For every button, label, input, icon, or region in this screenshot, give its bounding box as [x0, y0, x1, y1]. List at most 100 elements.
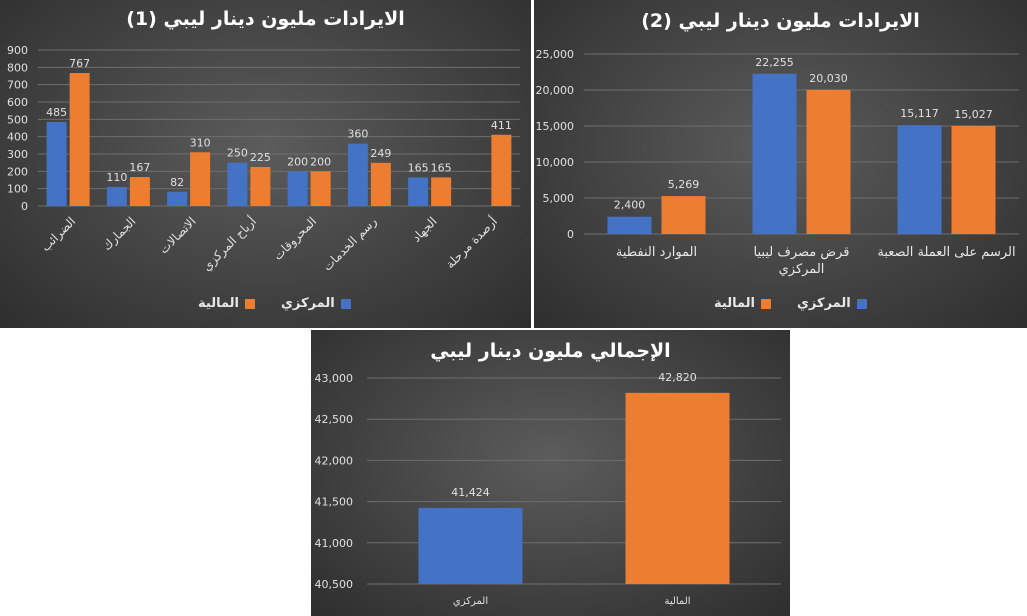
data-label: 110 — [106, 171, 127, 184]
bar-finance — [250, 167, 271, 206]
bar-finance — [661, 196, 706, 234]
data-label: 82 — [170, 176, 184, 189]
x-tick-label: الموارد النفطية — [616, 245, 697, 260]
bar-central — [46, 121, 67, 206]
y-tick-label: 42,000 — [315, 454, 354, 467]
x-tick-label: المحروقات — [271, 214, 320, 263]
data-label: 167 — [129, 161, 150, 174]
bar-central — [897, 125, 942, 234]
bar-central — [347, 143, 368, 206]
y-tick-label: 43,000 — [315, 372, 354, 385]
y-tick-label: 10,000 — [536, 156, 575, 169]
x-tick-label: المالية — [664, 596, 690, 607]
legend-swatch-finance — [245, 298, 256, 309]
y-tick-label: 800 — [7, 61, 28, 74]
legend-label-central: المركزي — [797, 296, 851, 311]
y-tick-label: 41,500 — [315, 496, 354, 509]
chart-1-title: الايرادات مليون دينار ليبي (1) — [126, 8, 405, 30]
y-tick-label: 20,000 — [536, 84, 575, 97]
chart-2-legend: المركزي المالية — [714, 296, 867, 311]
bar-central — [418, 507, 523, 584]
x-tick-label: الجهاد — [409, 214, 440, 245]
data-label: 249 — [370, 147, 391, 160]
bar-central — [227, 162, 248, 206]
revenue-chart-1-panel: الايرادات مليون دينار ليبي (1) 0 100 200 30… — [0, 0, 531, 328]
data-label: 250 — [227, 147, 248, 160]
data-label: 165 — [408, 161, 429, 174]
chart-2-svg: 0 5,000 10,000 15,000 20,000 25,000 2,400 5,269… — [536, 48, 1019, 277]
data-label: 225 — [250, 151, 271, 164]
bar-central — [167, 191, 188, 206]
data-label: 310 — [190, 136, 211, 149]
bar-finance — [310, 171, 331, 206]
bar-central — [287, 171, 308, 206]
data-label: 5,269 — [668, 178, 700, 191]
bar-finance — [951, 125, 996, 234]
bar-finance — [625, 392, 730, 584]
y-tick-label: 100 — [7, 183, 28, 196]
x-tick-label: الاتصالات — [157, 214, 199, 256]
y-tick-label: 41,000 — [315, 537, 354, 550]
y-tick-label: 15,000 — [536, 120, 575, 133]
y-tick-label: 0 — [21, 200, 28, 213]
legend-label-central: المركزي — [281, 296, 335, 311]
x-tick-label: الضرائب — [38, 214, 79, 255]
chart-3-title: الإجمالي مليون دينار ليبي — [430, 340, 671, 362]
chart-3-svg: 40,500 41,000 41,500 42,000 42,500 43,000 41,4… — [315, 371, 781, 607]
x-tick-label: المركزي — [453, 596, 488, 607]
legend-swatch-central — [856, 298, 867, 309]
data-label: 485 — [46, 106, 67, 119]
bar-finance — [190, 152, 211, 206]
data-label: 2,400 — [614, 199, 646, 212]
data-label: 41,424 — [451, 486, 490, 499]
bar-central — [408, 177, 429, 206]
total-chart-panel: الإجمالي مليون دينار ليبي 40,500 41,000 41… — [311, 330, 790, 616]
data-label: 411 — [491, 119, 512, 132]
data-label: 200 — [310, 155, 331, 168]
bar-finance — [491, 134, 512, 206]
data-label: 15,117 — [900, 107, 939, 120]
y-tick-label: 42,500 — [315, 413, 354, 426]
data-label: 42,820 — [658, 371, 697, 384]
x-tick-label: أرباح المركزي — [199, 214, 260, 275]
y-tick-label: 600 — [7, 96, 28, 109]
data-label: 165 — [431, 161, 452, 174]
data-label: 360 — [347, 128, 368, 141]
legend-label-finance: المالية — [714, 296, 756, 311]
y-tick-label: 900 — [7, 44, 28, 57]
data-label: 15,027 — [954, 108, 993, 121]
y-tick-label: 40,500 — [315, 578, 354, 591]
bar-finance — [69, 73, 90, 206]
y-tick-label: 0 — [567, 228, 574, 241]
x-tick-label: رسم الخدمات — [320, 214, 380, 274]
y-tick-label: 300 — [7, 148, 28, 161]
data-label: 200 — [287, 155, 308, 168]
bar-central — [607, 216, 652, 234]
bar-finance — [370, 162, 391, 206]
x-tick-label: الرسم على العملة الصعبة — [877, 245, 1015, 260]
y-tick-label: 25,000 — [536, 48, 575, 61]
bar-finance — [806, 89, 851, 234]
x-tick-label: أرصدة مرحلة — [442, 214, 500, 272]
bar-central — [752, 73, 797, 234]
chart-1-svg: 0 100 200 300 400 500 600 700 800 900 485 767 الضرائ… — [7, 44, 520, 275]
legend-swatch-finance — [761, 298, 772, 309]
legend-label-finance: المالية — [198, 296, 240, 311]
x-tick-label: قرض مصرف ليبيا المركزي — [754, 245, 850, 277]
data-label: 20,030 — [809, 72, 848, 85]
chart-2-title: الايرادات مليون دينار ليبي (2) — [641, 10, 920, 32]
x-tick-label: الجمارك — [100, 214, 140, 254]
y-tick-label: 400 — [7, 131, 28, 144]
chart-1-legend: المركزي المالية — [198, 296, 351, 311]
legend-swatch-central — [340, 298, 351, 309]
y-tick-label: 200 — [7, 165, 28, 178]
revenue-chart-2-panel: الايرادات مليون دينار ليبي (2) 0 5,000 10,… — [534, 0, 1027, 328]
y-tick-label: 700 — [7, 79, 28, 92]
bar-finance — [129, 177, 150, 206]
bar-central — [106, 186, 127, 206]
y-tick-label: 500 — [7, 113, 28, 126]
data-label: 767 — [69, 57, 90, 70]
y-tick-label: 5,000 — [543, 192, 575, 205]
bar-finance — [431, 177, 452, 206]
data-label: 22,255 — [755, 56, 794, 69]
